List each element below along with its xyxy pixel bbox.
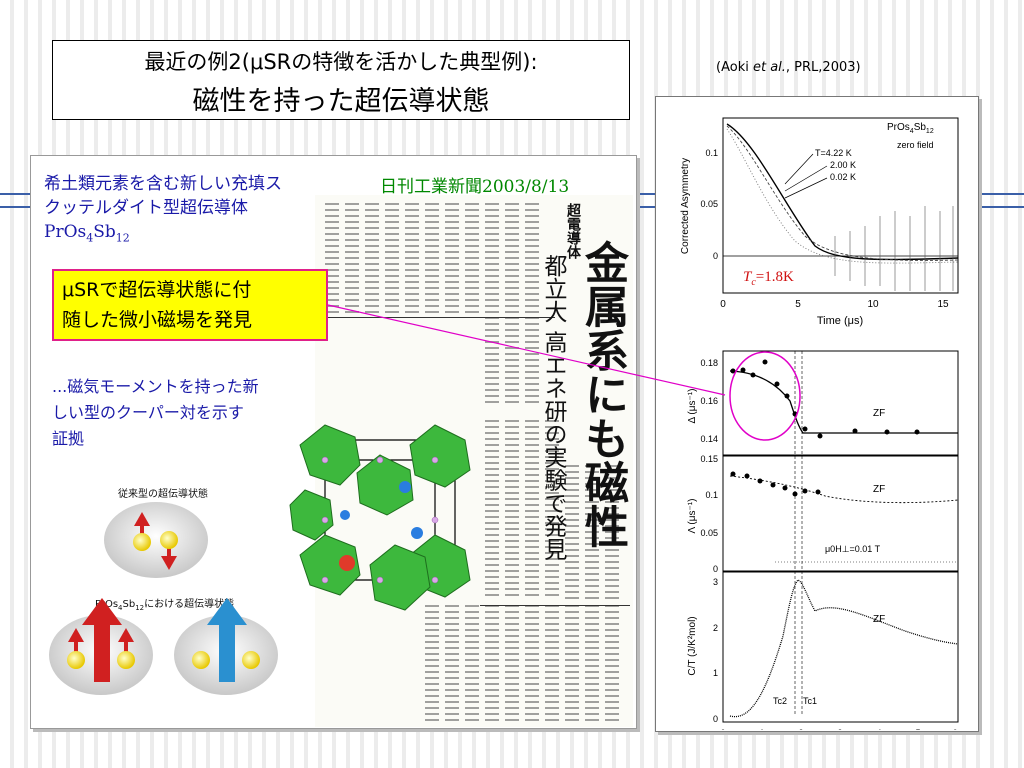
tick-label: 2 [798, 728, 803, 730]
newspaper-kicker: 超電導体 [565, 203, 581, 259]
highlight-callout: μSRで超伝導状態に付 随した微小磁場を発見 [52, 269, 328, 341]
tick-label: 0.18 [700, 358, 718, 368]
zf-tag: ZF [873, 408, 885, 419]
slide-subtitle: 磁性を持った超伝導状態 [192, 86, 490, 117]
tick-label: 3 [713, 577, 718, 587]
tick-label: 2 [713, 623, 718, 633]
legend-entry: 2.00 K [830, 160, 856, 170]
tick-label: 3 [837, 728, 842, 730]
citation: (Aoki et al., PRL,2003) [716, 60, 861, 75]
plot-panel [655, 96, 979, 732]
y-axis-label: Δ (μs⁻¹) [687, 389, 698, 424]
cooper-pair-diagram [49, 502, 278, 695]
y-axis-label: Λ (μs⁻¹) [687, 499, 698, 534]
y-axis-label: Corrected Asymmetry [680, 158, 691, 254]
material-description: 希土類元素を含む新しい充填ス クッテルダイト型超伝導体 PrOs4Sb12 [44, 172, 362, 250]
tick-label: 0.1 [705, 148, 718, 158]
tc2-label: Tc2 [773, 696, 787, 706]
lambda-plot: 0.15 0.1 0.05 0 Λ (μs⁻¹) ZF μ0H⊥=0.01 T [687, 454, 959, 574]
tc1-label: Tc1 [803, 696, 817, 706]
tick-label: 0.16 [700, 396, 718, 406]
delta-plot: 0.18 0.16 0.14 Δ (μs⁻¹) ZF [687, 350, 959, 716]
conventional-state-label: 従来型の超伝導状態 [118, 489, 208, 500]
tick-label: 0 [713, 251, 718, 261]
news-source: 日刊工業新聞2003/8/13 [380, 177, 570, 197]
field-label: μ0H⊥=0.01 T [825, 544, 881, 554]
heat-capacity-plot: 3 2 1 0 C/T (J/K²mol) ZF Tc2 Tc1 0 1 2 3… [687, 571, 959, 730]
tick-label: 0.05 [700, 528, 718, 538]
zf-tag: ZF [873, 614, 885, 625]
tick-label: 0.14 [700, 434, 718, 444]
tick-label: 1 [759, 728, 764, 730]
legend-entry: T=4.22 K [815, 148, 852, 158]
newspaper-headline: 金属系にも磁性 [577, 240, 628, 548]
tick-label: 5 [915, 728, 920, 730]
tick-label: 15 [937, 299, 949, 310]
tick-label: 0 [713, 714, 718, 724]
asymmetry-plot: 0.1 0.05 0 0 5 10 15 Time (μs) Corrected… [680, 117, 959, 327]
tick-label: 4 [876, 728, 881, 730]
newspaper-subhead: 都立大 高エネ研の実験で発見 [540, 254, 566, 561]
tick-label: 10 [867, 299, 879, 310]
y-axis-label: C/T (J/K²mol) [687, 616, 698, 675]
slide-title-box: 最近の例2(μSRの特徴を活かした典型例): 磁性を持った超伝導状態 [52, 40, 630, 120]
compound-formula: PrOs4Sb12 [44, 222, 130, 245]
tick-label: 1 [713, 668, 718, 678]
evidence-text: ...磁気モーメントを持った新 しい型のクーパー対を示す 証拠 [52, 377, 259, 448]
tick-label: 0.15 [700, 454, 718, 464]
tick-label: 0 [720, 728, 725, 730]
condition-label: zero field [897, 140, 934, 150]
sample-label: PrOs4Sb12 [887, 122, 934, 135]
data-plots: 0.1 0.05 0 0 5 10 15 Time (μs) Corrected… [680, 117, 959, 730]
x-axis-label: Time (μs) [817, 315, 863, 327]
crystal-structure-illustration [289, 424, 471, 611]
tc-label: Tc=1.8K [743, 269, 794, 288]
slide-title: 最近の例2(μSRの特徴を活かした典型例): [144, 50, 538, 74]
tick-label: 0 [713, 564, 718, 574]
tick-label: 0.1 [705, 490, 718, 500]
zf-tag: ZF [873, 484, 885, 495]
tick-label: 0.05 [700, 199, 718, 209]
tick-label: 0 [720, 299, 726, 310]
tick-label: 6 [952, 728, 957, 730]
legend-entry: 0.02 K [830, 172, 856, 182]
tick-label: 5 [795, 299, 801, 310]
